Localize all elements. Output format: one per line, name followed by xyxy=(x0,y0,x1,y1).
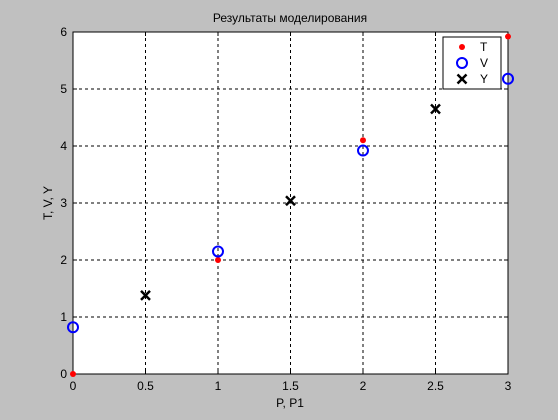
y-tick-label: 5 xyxy=(60,82,67,96)
legend-marker-t xyxy=(459,44,465,50)
y-tick-label: 0 xyxy=(60,367,67,381)
data-point-v xyxy=(357,144,369,157)
legend-entry-y: Y xyxy=(456,72,488,86)
x-tick-label: 3 xyxy=(505,379,512,393)
x-tick-label: 0.5 xyxy=(137,379,154,393)
legend-entry-v: V xyxy=(456,56,488,70)
data-point-v xyxy=(502,72,514,85)
series-v xyxy=(67,72,514,334)
series-t xyxy=(70,33,511,377)
y-axis-label: T, V, Y xyxy=(41,186,55,220)
y-tick-label: 6 xyxy=(60,25,67,39)
x-tick-label: 1 xyxy=(215,379,222,393)
data-point-y xyxy=(430,103,441,115)
series-y xyxy=(140,103,441,301)
legend: TVY xyxy=(442,36,502,90)
legend-label-t: T xyxy=(480,40,488,54)
x-tick-label: 2.5 xyxy=(427,379,444,393)
data-series xyxy=(67,33,514,377)
x-tick-label: 2 xyxy=(360,379,367,393)
data-point-v xyxy=(67,321,79,334)
legend-label-v: V xyxy=(480,56,488,70)
x-axis-label: P, P1 xyxy=(276,396,304,410)
x-tick-label: 1.5 xyxy=(282,379,299,393)
legend-label-y: Y xyxy=(480,72,488,86)
legend-entry-t: T xyxy=(459,40,488,54)
y-tick-label: 1 xyxy=(60,310,67,324)
grid-lines xyxy=(73,32,508,374)
data-point-t xyxy=(360,137,366,144)
data-point-t xyxy=(505,33,511,40)
x-tick-label: 0 xyxy=(70,379,77,393)
y-tick-label: 2 xyxy=(60,253,67,267)
legend-marker-y xyxy=(456,73,468,85)
legend-marker-v xyxy=(456,57,468,69)
data-point-t xyxy=(215,257,221,263)
y-tick-label: 3 xyxy=(60,196,67,210)
y-tick-label: 4 xyxy=(60,139,67,153)
legend-box xyxy=(442,36,502,90)
data-point-y xyxy=(285,195,296,207)
data-point-y xyxy=(140,289,151,301)
chart-title: Результаты моделирования xyxy=(213,11,367,25)
data-point-v xyxy=(212,245,224,258)
axis-ticks: 0 0.5 1 1.5 2 2.5 3 0 1 2 3 4 5 6 xyxy=(60,25,511,393)
data-point-t xyxy=(70,371,76,377)
